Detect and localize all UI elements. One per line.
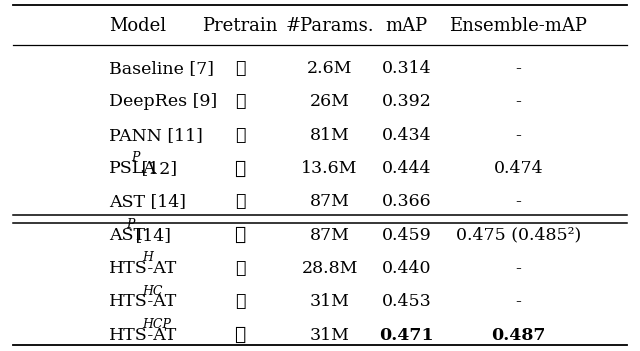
Text: AST [14]: AST [14] [109, 193, 186, 210]
Text: 0.444: 0.444 [381, 160, 431, 177]
Text: 31M: 31M [310, 327, 349, 344]
Text: 26M: 26M [310, 93, 349, 110]
Text: 0.434: 0.434 [381, 127, 431, 144]
Text: PSLA: PSLA [109, 160, 157, 177]
Text: 13.6M: 13.6M [301, 160, 358, 177]
Text: ✗: ✗ [235, 127, 245, 144]
Text: 81M: 81M [310, 127, 349, 144]
Text: H: H [143, 251, 154, 265]
Text: ✓: ✓ [234, 159, 246, 178]
Text: 31M: 31M [310, 293, 349, 310]
Text: HTS-AT: HTS-AT [109, 293, 177, 310]
Text: 0.475 (0.485²): 0.475 (0.485²) [456, 227, 581, 244]
Text: Pretrain: Pretrain [202, 17, 278, 35]
Text: HTS-AT: HTS-AT [109, 327, 177, 344]
Text: 0.392: 0.392 [381, 93, 431, 110]
Text: ✗: ✗ [235, 293, 245, 310]
Text: DeepRes [9]: DeepRes [9] [109, 93, 217, 110]
Text: 0.314: 0.314 [381, 60, 431, 77]
Text: ✓: ✓ [234, 326, 246, 344]
Text: AST: AST [109, 227, 145, 244]
Text: -: - [515, 193, 522, 210]
Text: ✗: ✗ [235, 93, 245, 110]
Text: 0.487: 0.487 [491, 327, 546, 344]
Text: 0.453: 0.453 [381, 293, 431, 310]
Text: ✓: ✓ [234, 226, 246, 244]
Text: HCP: HCP [143, 318, 172, 331]
Text: ✗: ✗ [235, 60, 245, 77]
Text: ✗: ✗ [235, 260, 245, 277]
Text: 87M: 87M [310, 193, 349, 210]
Text: PANN [11]: PANN [11] [109, 127, 203, 144]
Text: 0.459: 0.459 [381, 227, 431, 244]
Text: P: P [131, 151, 140, 165]
Text: [12]: [12] [136, 160, 177, 177]
Text: 87M: 87M [310, 227, 349, 244]
Text: Baseline [7]: Baseline [7] [109, 60, 214, 77]
Text: 0.440: 0.440 [381, 260, 431, 277]
Text: 0.471: 0.471 [379, 327, 434, 344]
Text: -: - [515, 293, 522, 310]
Text: 2.6M: 2.6M [307, 60, 353, 77]
Text: #Params.: #Params. [285, 17, 374, 35]
Text: Ensemble-mAP: Ensemble-mAP [449, 17, 588, 35]
Text: -: - [515, 60, 522, 77]
Text: 0.474: 0.474 [493, 160, 543, 177]
Text: [14]: [14] [131, 227, 172, 244]
Text: HTS-AT: HTS-AT [109, 260, 177, 277]
Text: 0.366: 0.366 [381, 193, 431, 210]
Text: mAP: mAP [385, 17, 428, 35]
Text: 28.8M: 28.8M [301, 260, 358, 277]
Text: P: P [125, 218, 134, 231]
Text: HC: HC [143, 285, 163, 298]
Text: -: - [515, 127, 522, 144]
Text: -: - [515, 260, 522, 277]
Text: ✗: ✗ [235, 193, 245, 210]
Text: -: - [515, 93, 522, 110]
Text: Model: Model [109, 17, 166, 35]
